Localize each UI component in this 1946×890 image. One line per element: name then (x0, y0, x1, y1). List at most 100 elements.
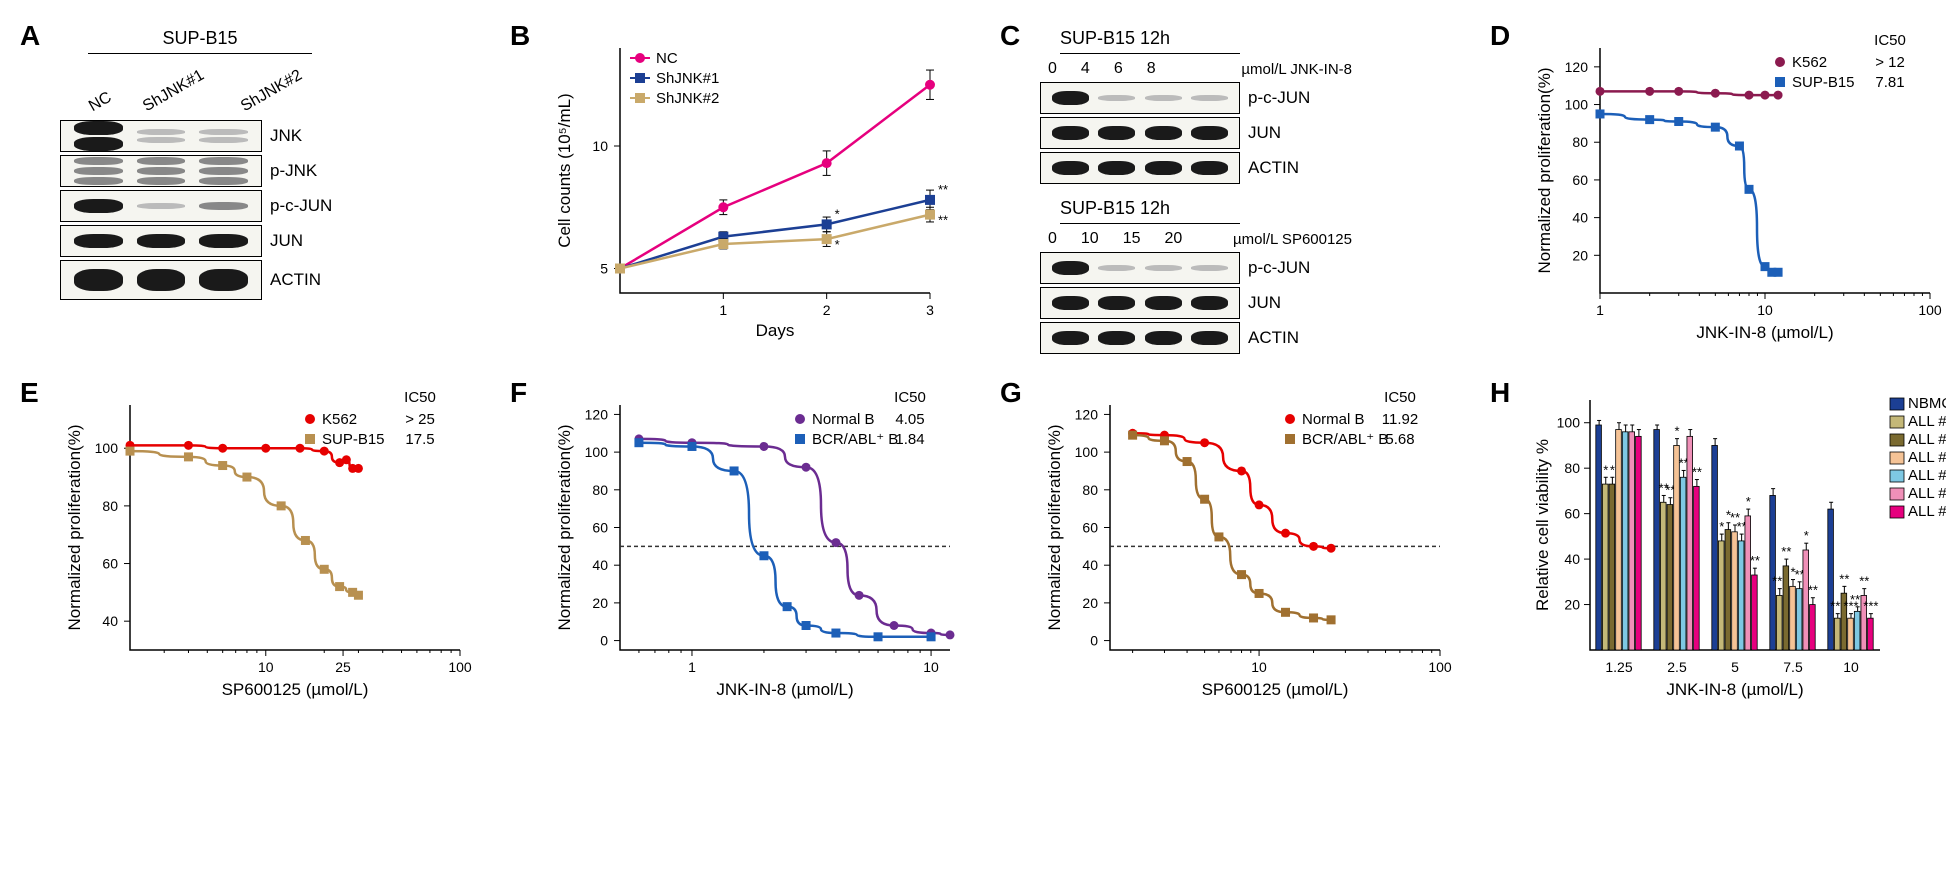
svg-text:***: *** (1863, 599, 1878, 614)
svg-text:100: 100 (1565, 97, 1589, 113)
panel-a: A SUP-B15 NC ShJNK#1 ShJNK#2 JNKp-JNKp-c… (20, 20, 480, 357)
svg-text:**: ** (1859, 574, 1869, 589)
panel-d: D 11010020406080100120JNK-IN-8 (µmol/L)N… (1490, 20, 1946, 357)
panel-label-d: D (1490, 20, 1510, 52)
svg-text:1: 1 (719, 302, 727, 318)
svg-text:ALL #1: ALL #1 (1908, 413, 1946, 430)
svg-text:SP600125 (µmol/L): SP600125 (µmol/L) (1202, 680, 1349, 699)
lane-sh2: ShJNK#2 (238, 67, 306, 116)
svg-text:20: 20 (1564, 597, 1580, 613)
svg-text:ShJNK#2: ShJNK#2 (656, 90, 719, 107)
svg-text:1.84: 1.84 (895, 431, 924, 448)
dose-response-g: 10100020406080100120SP600125 (µmol/L)Nor… (1040, 385, 1460, 705)
chart-b: 123510DaysCell counts (10⁵/mL)NC***ShJNK… (550, 28, 970, 348)
svg-text:IC50: IC50 (1874, 32, 1906, 49)
svg-text:10: 10 (1251, 659, 1267, 675)
svg-text:JNK-IN-8 (µmol/L): JNK-IN-8 (µmol/L) (1666, 680, 1803, 699)
svg-text:Relative cell viability %: Relative cell viability % (1533, 439, 1552, 611)
western-blot-a: SUP-B15 NC ShJNK#1 ShJNK#2 JNKp-JNKp-c-J… (60, 28, 340, 300)
svg-text:Normal B: Normal B (1302, 411, 1365, 428)
line-chart-b: 123510DaysCell counts (10⁵/mL)NC***ShJNK… (550, 28, 950, 348)
svg-text:Normalized proliferation(%): Normalized proliferation(%) (65, 425, 84, 631)
svg-text:60: 60 (592, 520, 608, 536)
svg-text:5.68: 5.68 (1385, 431, 1414, 448)
svg-text:SUP-B15: SUP-B15 (1792, 74, 1855, 91)
svg-text:4.05: 4.05 (895, 411, 924, 428)
panel-e: E 1025100406080100SP600125 (µmol/L)Norma… (20, 377, 480, 705)
svg-text:40: 40 (1564, 551, 1580, 567)
svg-text:1: 1 (688, 659, 696, 675)
svg-text:25: 25 (335, 659, 351, 675)
svg-text:**: ** (1839, 571, 1849, 586)
svg-text:11.92: 11.92 (1382, 411, 1418, 428)
wb-lane-labels-a: NC ShJNK#1 ShJNK#2 (60, 66, 340, 116)
svg-text:60: 60 (102, 556, 118, 572)
svg-text:K562: K562 (1792, 54, 1827, 71)
svg-text:IC50: IC50 (894, 389, 926, 406)
svg-text:Cell counts (10⁵/mL): Cell counts (10⁵/mL) (555, 93, 574, 247)
panel-label-f: F (510, 377, 527, 409)
svg-text:10: 10 (1843, 659, 1859, 675)
svg-text:**: ** (1781, 544, 1791, 559)
svg-text:IC50: IC50 (1384, 389, 1416, 406)
svg-text:100: 100 (1428, 659, 1452, 675)
svg-text:17.5: 17.5 (405, 431, 434, 448)
svg-text:JNK-IN-8 (µmol/L): JNK-IN-8 (µmol/L) (716, 680, 853, 699)
panel-label-h: H (1490, 377, 1510, 409)
svg-text:Normalized proliferation(%): Normalized proliferation(%) (555, 425, 574, 631)
svg-text:80: 80 (1572, 134, 1588, 150)
panel-h: H 204060801001.25**2.5*********5********… (1490, 377, 1946, 705)
svg-text:120: 120 (1075, 406, 1099, 422)
chart-e: 1025100406080100SP600125 (µmol/L)Normali… (60, 385, 480, 705)
svg-text:**: ** (1808, 583, 1818, 598)
svg-text:0: 0 (600, 633, 608, 649)
panel-label-a: A (20, 20, 40, 52)
svg-text:7.81: 7.81 (1875, 74, 1904, 91)
svg-text:60: 60 (1082, 520, 1098, 536)
svg-text:60: 60 (1572, 172, 1588, 188)
chart-h: 204060801001.25**2.5*********5*********7… (1530, 385, 1946, 705)
svg-text:JNK-IN-8 (µmol/L): JNK-IN-8 (µmol/L) (1696, 323, 1833, 342)
svg-text:5: 5 (600, 261, 608, 277)
svg-text:BCR/ABL⁺ B: BCR/ABL⁺ B (812, 431, 898, 448)
svg-text:7.5: 7.5 (1783, 659, 1803, 675)
panel-label-g: G (1000, 377, 1022, 409)
wb-header-underline (88, 53, 312, 54)
svg-text:80: 80 (592, 482, 608, 498)
svg-text:*: * (835, 237, 840, 252)
svg-text:10: 10 (923, 659, 939, 675)
svg-text:*: * (1610, 462, 1615, 477)
svg-text:100: 100 (1557, 415, 1581, 431)
svg-text:3: 3 (926, 302, 934, 318)
svg-text:80: 80 (1564, 460, 1580, 476)
svg-text:60: 60 (1564, 506, 1580, 522)
svg-text:1: 1 (1596, 302, 1604, 318)
svg-text:ALL #3: ALL #3 (1908, 449, 1946, 466)
chart-f: 110020406080100120JNK-IN-8 (µmol/L)Norma… (550, 385, 970, 705)
svg-text:2.5: 2.5 (1667, 659, 1687, 675)
svg-text:ALL #4: ALL #4 (1908, 467, 1946, 484)
svg-text:80: 80 (102, 498, 118, 514)
lane-sh1: ShJNK#1 (140, 67, 208, 116)
panel-label-c: C (1000, 20, 1020, 52)
svg-text:5: 5 (1731, 659, 1739, 675)
svg-text:> 25: > 25 (405, 411, 435, 428)
panel-g: G 10100020406080100120SP600125 (µmol/L)N… (1000, 377, 1460, 705)
panel-f: F 110020406080100120JNK-IN-8 (µmol/L)Nor… (510, 377, 970, 705)
svg-text:*: * (1719, 519, 1724, 534)
svg-text:120: 120 (585, 406, 609, 422)
svg-text:*: * (1603, 462, 1608, 477)
grouped-bar-h: 204060801001.25**2.5*********5*********7… (1530, 385, 1946, 705)
svg-text:**: ** (1692, 465, 1702, 480)
svg-text:ALL #2: ALL #2 (1908, 431, 1946, 448)
panel-label-e: E (20, 377, 39, 409)
svg-text:20: 20 (1572, 247, 1588, 263)
svg-text:*: * (1804, 528, 1809, 543)
svg-text:ALL #6: ALL #6 (1908, 503, 1946, 520)
panel-b: B 123510DaysCell counts (10⁵/mL)NC***ShJ… (510, 20, 970, 357)
svg-text:100: 100 (1918, 302, 1942, 318)
svg-text:0: 0 (1090, 633, 1098, 649)
dose-response-e: 1025100406080100SP600125 (µmol/L)Normali… (60, 385, 480, 705)
western-blot-c: SUP-B15 12h0468µmol/L JNK-IN-8p-c-JUNJUN… (1040, 28, 1460, 354)
svg-text:**: ** (938, 182, 948, 197)
